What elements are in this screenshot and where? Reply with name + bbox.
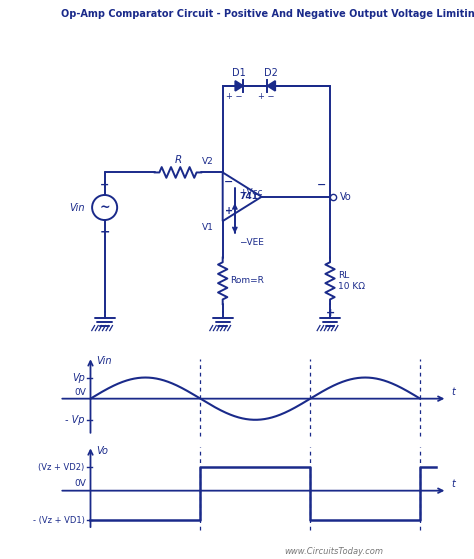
Text: Vin: Vin: [96, 357, 112, 366]
Polygon shape: [267, 81, 275, 91]
Text: −: −: [224, 177, 234, 187]
Text: +Vcc: +Vcc: [239, 188, 263, 197]
Text: 0V: 0V: [75, 387, 87, 396]
Text: V1: V1: [202, 223, 214, 232]
Text: Vin: Vin: [70, 202, 85, 212]
Text: Vp: Vp: [72, 372, 85, 382]
Text: R: R: [174, 155, 182, 164]
Text: Vo: Vo: [96, 446, 108, 456]
Text: Rom=R: Rom=R: [230, 276, 264, 285]
Text: V2: V2: [202, 157, 214, 166]
Text: −: −: [316, 181, 326, 190]
Text: 741: 741: [239, 192, 258, 201]
Text: +: +: [225, 206, 233, 216]
Text: + −: + −: [226, 92, 242, 101]
Text: ~: ~: [100, 201, 110, 214]
Text: D1: D1: [232, 68, 246, 78]
Text: −VEE: −VEE: [239, 238, 264, 247]
Text: t: t: [451, 387, 455, 397]
Text: Vo: Vo: [340, 192, 352, 202]
Text: t: t: [451, 479, 455, 489]
Polygon shape: [235, 81, 243, 91]
Text: + −: + −: [258, 92, 274, 101]
Text: 0V: 0V: [75, 479, 87, 489]
Text: RL
10 KΩ: RL 10 KΩ: [338, 271, 365, 291]
Text: +: +: [100, 179, 109, 190]
Text: −: −: [100, 225, 110, 238]
Text: - Vp: - Vp: [65, 415, 85, 425]
Text: www.CircuitsToday.com: www.CircuitsToday.com: [284, 547, 383, 556]
Text: - (Vz + VD1): - (Vz + VD1): [33, 515, 85, 524]
Text: +: +: [325, 307, 335, 318]
Text: (Vz + VD2): (Vz + VD2): [38, 463, 85, 472]
Text: Op-Amp Comparator Circuit - Positive And Negative Output Voltage Limiting: Op-Amp Comparator Circuit - Positive And…: [61, 9, 474, 19]
Text: D2: D2: [264, 68, 278, 78]
